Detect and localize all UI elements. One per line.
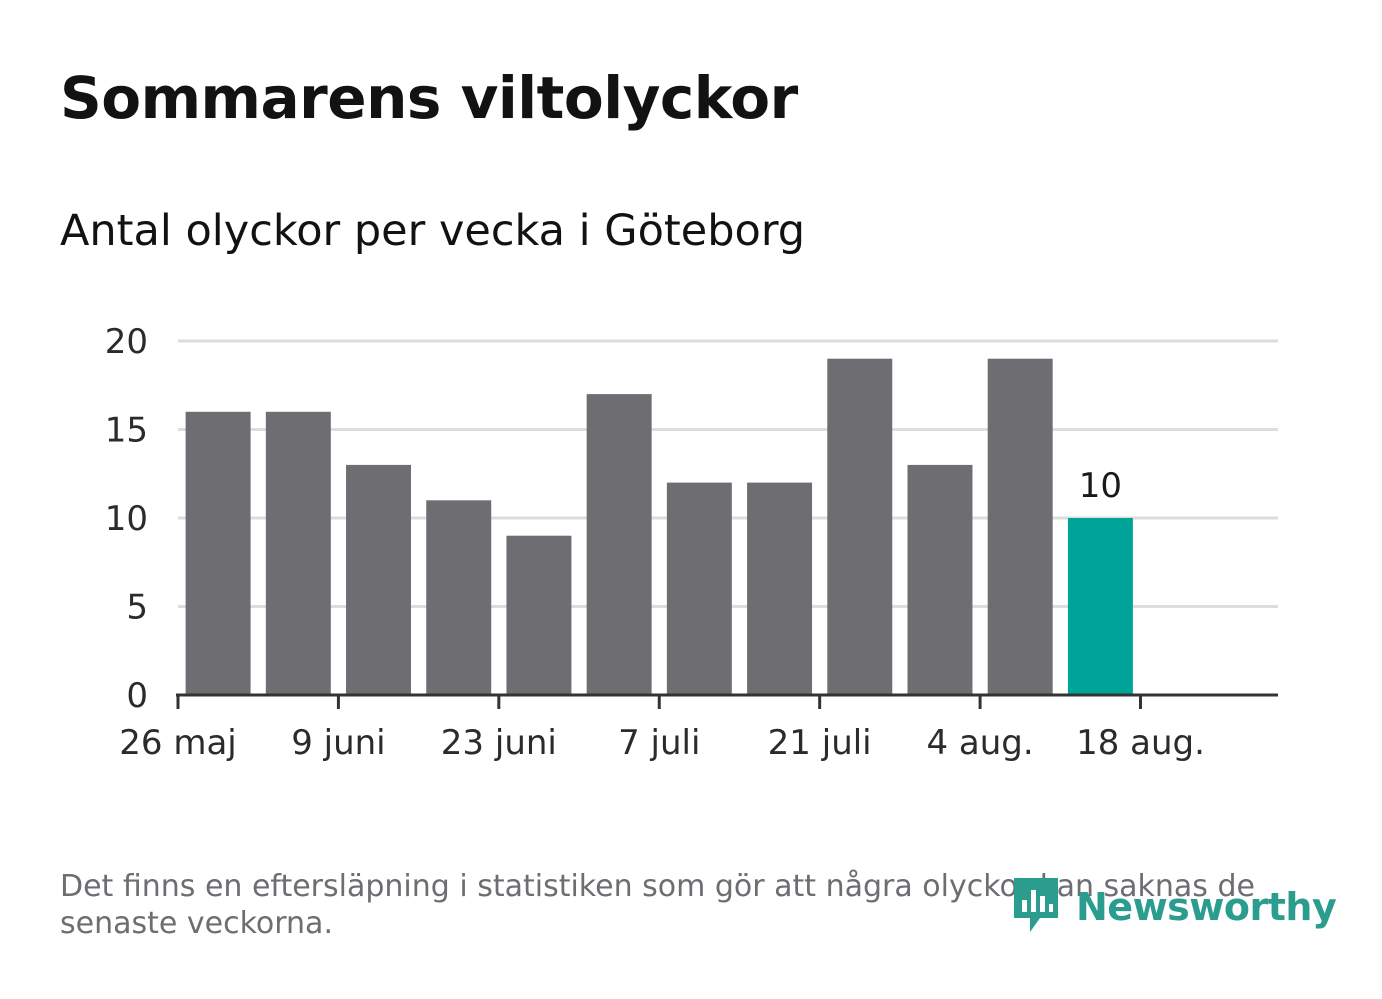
data-label: 10: [1079, 466, 1122, 506]
x-tick-label: 26 maj: [119, 723, 236, 763]
x-tick-label: 9 juni: [291, 723, 385, 763]
y-tick-label: 20: [105, 322, 148, 362]
bar: [1067, 518, 1133, 695]
x-tick-label: 21 juli: [768, 723, 872, 763]
y-tick-label: 10: [105, 499, 148, 539]
bar: [346, 464, 412, 695]
x-tick-label: 18 aug.: [1076, 723, 1205, 763]
bar: [185, 411, 251, 695]
labels: 0 5 10 15 20 10 26 maj 9 juni 23 juni 7 juli 21 ju…: [105, 322, 1205, 763]
x-tick-label: 4 aug.: [926, 723, 1033, 763]
bar: [426, 500, 492, 695]
logo-text: Newsworthy: [1076, 885, 1337, 929]
x-tick-label: 7 juli: [618, 723, 700, 763]
bar: [666, 482, 732, 695]
y-tick-label: 15: [105, 411, 148, 451]
chart-title: Sommarens viltolyckor: [60, 64, 798, 132]
y-tick-label: 5: [126, 588, 148, 628]
bar: [987, 358, 1053, 695]
bar: [747, 482, 813, 695]
x-tick-label: 23 juni: [441, 723, 557, 763]
bar: [907, 464, 973, 695]
bar: [586, 394, 652, 695]
logo-chart-icon: [1010, 874, 1062, 940]
bars: [185, 358, 1133, 695]
bar: [506, 535, 572, 695]
newsworthy-logo: Newsworthy: [1010, 872, 1337, 942]
y-tick-label: 0: [126, 676, 148, 716]
axes: [176, 693, 1278, 709]
chart-subtitle: Antal olyckor per vecka i Göteborg: [60, 206, 806, 256]
bar: [265, 411, 331, 695]
bar: [827, 358, 893, 695]
